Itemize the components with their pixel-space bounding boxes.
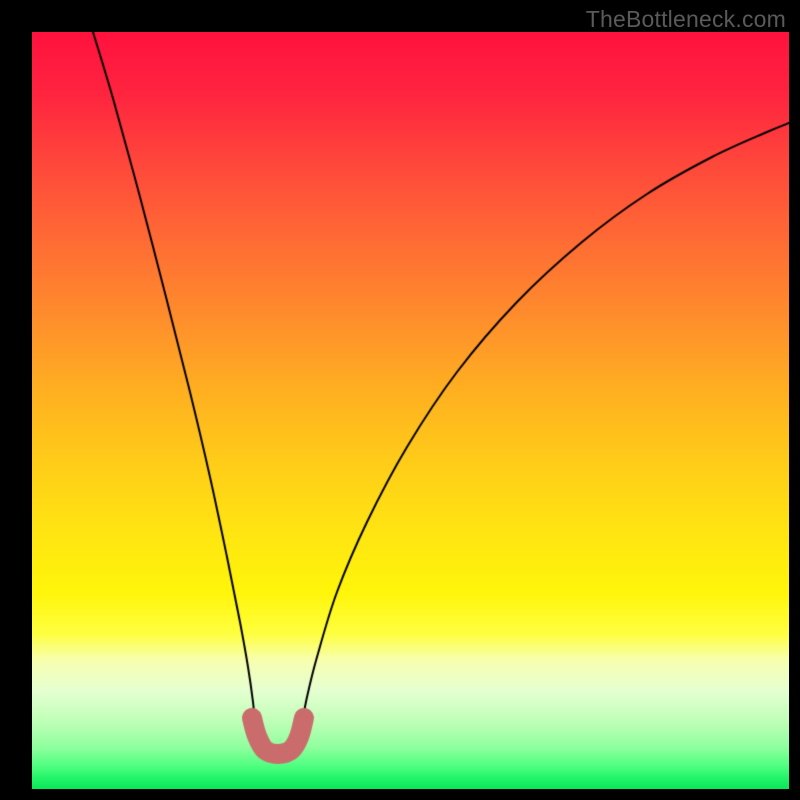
chart-plot-area — [32, 32, 789, 789]
chart-curves-layer — [32, 32, 789, 789]
watermark-text: TheBottleneck.com — [586, 6, 786, 33]
